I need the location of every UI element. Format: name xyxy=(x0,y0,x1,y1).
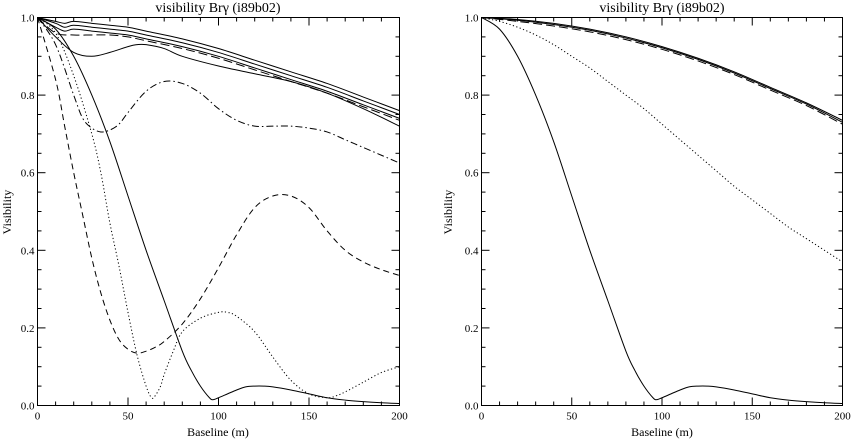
y-tick-label: 0.2 xyxy=(465,323,479,335)
chart-title: visibility Brγ (i89b02) xyxy=(599,1,725,16)
y-tick-label: 0.4 xyxy=(21,245,35,257)
x-axis-label: Baseline (m) xyxy=(631,425,693,439)
series-line-4 xyxy=(37,17,400,121)
series-line-2 xyxy=(37,17,400,115)
series-line-7 xyxy=(37,17,400,354)
x-tick-label: 0 xyxy=(35,411,41,423)
series-line-1 xyxy=(37,17,400,112)
y-axis-label: Visibility xyxy=(0,190,14,235)
x-tick-label: 0 xyxy=(479,411,485,423)
x-tick-label: 200 xyxy=(391,411,408,423)
axis-ticks: 0 50 100 150 200 0.0 0.2 0.4 0.6 0.8 1.0 xyxy=(465,13,852,423)
series-line-5 xyxy=(37,17,400,127)
series-line-8 xyxy=(37,17,400,399)
x-tick-label: 150 xyxy=(744,411,761,423)
y-tick-label: 0.8 xyxy=(465,90,479,102)
y-tick-label: 0.6 xyxy=(21,168,35,180)
series-line-1 xyxy=(481,17,843,121)
y-tick-label: 0.2 xyxy=(21,323,35,335)
y-tick-label: 0.0 xyxy=(465,401,479,413)
x-tick-label: 50 xyxy=(566,411,578,423)
y-tick-label: 0.8 xyxy=(21,90,35,102)
y-axis-label: Visibility xyxy=(441,190,455,235)
x-tick-label: 100 xyxy=(210,411,227,423)
series-line-5 xyxy=(481,17,843,405)
x-tick-label: 150 xyxy=(301,411,318,423)
plot-frame xyxy=(37,17,400,406)
left-chart-panel: visibility Brγ (i89b02) Visibility Basel… xyxy=(0,1,408,439)
series-line-3 xyxy=(37,17,400,119)
plot-frame xyxy=(481,17,843,406)
y-tick-label: 1.0 xyxy=(21,13,35,25)
series-line-3 xyxy=(481,17,843,125)
series-line-6 xyxy=(37,17,400,164)
x-tick-label: 100 xyxy=(654,411,671,423)
series-line-4 xyxy=(481,17,843,263)
y-tick-label: 1.0 xyxy=(465,13,479,25)
x-tick-label: 200 xyxy=(834,411,851,423)
x-tick-label: 50 xyxy=(123,411,135,423)
right-chart-panel: visibility Brγ (i89b02) Visibility Basel… xyxy=(441,1,851,439)
series-line-9 xyxy=(37,17,400,405)
series-line-2 xyxy=(481,17,843,123)
axis-ticks: 0 50 100 150 200 0.0 0.2 0.4 0.6 0.8 1.0 xyxy=(21,13,409,423)
x-axis-label: Baseline (m) xyxy=(187,425,249,439)
y-tick-label: 0.0 xyxy=(21,401,35,413)
y-tick-label: 0.4 xyxy=(465,245,479,257)
y-tick-label: 0.6 xyxy=(465,168,479,180)
series-layer xyxy=(481,17,843,405)
chart-title: visibility Brγ (i89b02) xyxy=(155,1,281,16)
series-layer xyxy=(37,17,400,405)
